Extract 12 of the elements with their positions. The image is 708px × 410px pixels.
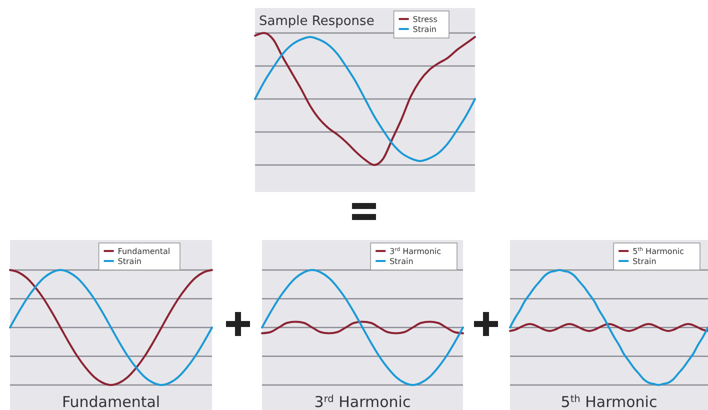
legend-label: Strain: [118, 257, 142, 266]
x-axis-title: 3$^{rd}$ Harmonic: [314, 393, 411, 410]
legend-label: Strain: [632, 257, 656, 266]
legend-label: Fundamental: [118, 247, 170, 256]
chart-title: Sample Response: [259, 14, 374, 29]
legend-label: Stress: [412, 15, 438, 24]
legend-label: Strain: [412, 25, 437, 34]
legend-label: 5$^{th}$ Harmonic: [632, 247, 684, 256]
x-axis-title: Fundamental: [62, 393, 160, 410]
x-axis-title: 5$^{th}$ Harmonic: [560, 393, 658, 410]
legend-label: Strain: [390, 257, 414, 266]
legend-label: 3$^{rd}$ Harmonic: [390, 247, 442, 256]
